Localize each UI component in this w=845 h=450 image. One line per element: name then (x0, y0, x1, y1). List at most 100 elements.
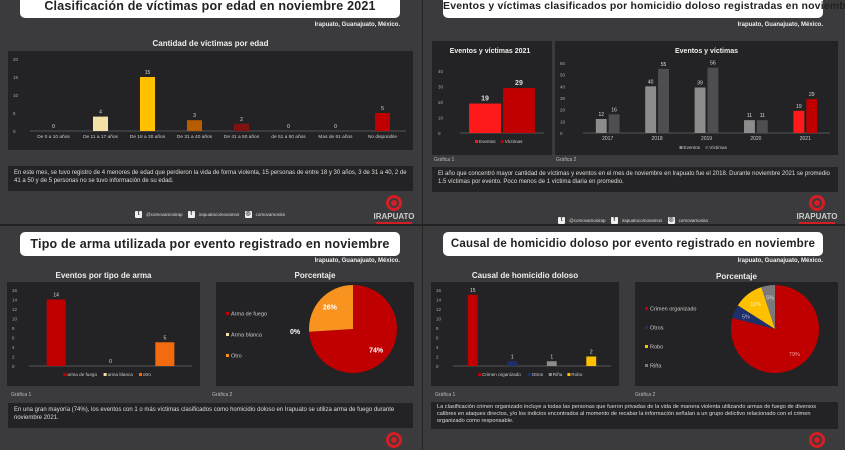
legend-label: Víctimas (505, 139, 523, 144)
y-tick-label: 20 (560, 108, 566, 113)
pie-data-label: 5% (742, 314, 750, 320)
data-label: 11 (760, 113, 765, 119)
y-tick-label: 0 (560, 131, 563, 136)
x-tick-label: Mas de 61 años (318, 134, 353, 140)
panel-arma: Tipo de arma utilizada por evento regist… (0, 226, 422, 450)
legend-label: Otro (231, 354, 242, 360)
facebook-handle[interactable]: irapuatocomovamos (621, 218, 663, 223)
legend-swatch (645, 345, 648, 348)
legend-label: Otros (650, 326, 664, 332)
pie-slice (732, 305, 775, 329)
legend-swatch (527, 373, 531, 376)
bar (793, 110, 805, 133)
twitter-handle[interactable]: @comovamosirap (146, 212, 183, 217)
facebook-handle[interactable]: irapuatocomovamos (198, 212, 240, 217)
y-tick-label: 15 (13, 75, 19, 80)
legend-swatch (645, 364, 648, 367)
legend-swatch (679, 146, 683, 149)
bar (507, 361, 518, 366)
bar (546, 361, 557, 366)
bar (658, 68, 669, 133)
legend-label: Arma blanca (231, 333, 263, 339)
data-label: 15 (470, 288, 476, 294)
y-tick-label: 10 (438, 116, 444, 121)
y-tick-label: 30 (560, 96, 566, 101)
y-tick-label: 5 (13, 111, 16, 116)
chart-title: Cantidad de víctimas por edad (152, 39, 269, 48)
facebook-icon: f (187, 211, 195, 218)
chart-causal-bar: 0 2 4 6 8 10 12 14 16 15 1 1 2 Crimen organizado Otros… (431, 282, 619, 386)
bar (503, 88, 535, 133)
legend-label: Riña (650, 364, 662, 370)
x-tick-label: De 31 a 40 años (177, 134, 213, 140)
y-tick-label: 8 (12, 326, 15, 331)
twitter-handle[interactable]: @comovamosirap (569, 218, 606, 223)
bar (467, 294, 478, 366)
legend-label: Crimen organizado (650, 307, 696, 313)
irapuato-logo: IRAPUATO (795, 432, 839, 450)
note-text: El año que concentró mayor cantidad de v… (432, 167, 838, 192)
data-label: 16 (611, 107, 617, 113)
legend-label: Crimen organizado (482, 372, 521, 377)
y-tick-label: 10 (13, 93, 19, 98)
bar (155, 342, 175, 366)
data-label: 1 (550, 354, 553, 360)
location-label: Irapuato, Guanajuato, México. (314, 258, 400, 264)
panel-eventos: Eventos y víctimas clasificados por homi… (423, 0, 845, 224)
chart-title: Porcentaje (716, 272, 757, 281)
data-label: 39 (697, 81, 703, 87)
y-tick-label: 14 (12, 298, 18, 303)
pie-data-label: 11% (750, 302, 761, 308)
legend-swatch (500, 140, 504, 143)
legend-label: Robo (571, 372, 582, 377)
y-tick-label: 12 (12, 307, 18, 312)
y-tick-label: 0 (436, 364, 439, 369)
legend-swatch (567, 373, 571, 376)
y-tick-label: 10 (560, 119, 566, 124)
chart-arma-bar: 0 2 4 6 8 10 12 14 16 14 0 5 arma de fuego arma blanc… (7, 282, 200, 386)
legend-label: Riña (553, 372, 563, 377)
note-text: En este mes, se tuvo registro de 4 menor… (8, 166, 413, 191)
legend-label: arma blanca (108, 372, 134, 377)
twitter-icon: t (135, 211, 143, 218)
legend-swatch (478, 373, 481, 376)
x-tick-label: 2021 (800, 136, 811, 142)
x-tick-label: 2017 (602, 136, 613, 142)
irapuato-logo: IRAPUATO (795, 195, 839, 224)
legend-swatch (226, 354, 229, 357)
data-label: 2 (240, 117, 243, 123)
data-label: 12 (598, 112, 604, 118)
data-label: 29 (809, 92, 815, 98)
bar (645, 86, 657, 133)
y-tick-label: 20 (13, 57, 19, 62)
irapuato-logo: IRAPUATO (372, 195, 416, 224)
instagram-icon: ◎ (667, 217, 675, 224)
instagram-handle[interactable]: comovamosira (255, 212, 285, 217)
data-label: 55 (661, 62, 667, 68)
legend-swatch (645, 326, 648, 329)
x-tick-label: De 18 a 30 años (130, 134, 166, 140)
note-text: En una gran mayoría (74%), los eventos c… (8, 403, 413, 428)
y-tick-label: 2 (436, 355, 439, 360)
bar (586, 356, 597, 366)
social-bar: t @comovamosirap f irapuatocomovamos ◎ como… (423, 217, 843, 224)
x-tick-label: De 0 a 10 años (37, 134, 70, 140)
data-label: 0 (287, 124, 290, 130)
location-label: Irapuato, Guanajuato, México. (314, 22, 400, 28)
panel-title: Causal de homicidio doloso por evento re… (443, 232, 823, 256)
grafica-1-label: Gráfica 1 (11, 392, 32, 398)
pie-data-label: 74% (369, 348, 384, 355)
legend-label: Otros (532, 372, 544, 377)
bar (694, 87, 706, 133)
panel-title: Eventos y víctimas clasificados por homi… (443, 0, 845, 18)
legend-swatch (705, 146, 709, 149)
bar (744, 120, 755, 133)
y-tick-label: 0 (13, 129, 16, 134)
y-tick-label: 14 (436, 298, 442, 303)
location-label: Irapuato, Guanajuato, México. (737, 22, 823, 28)
pie-slice (309, 285, 353, 332)
x-tick-label: 2018 (652, 136, 663, 142)
instagram-handle[interactable]: comovamosira (678, 218, 708, 223)
bar (139, 77, 156, 131)
data-label: 40 (648, 79, 654, 85)
